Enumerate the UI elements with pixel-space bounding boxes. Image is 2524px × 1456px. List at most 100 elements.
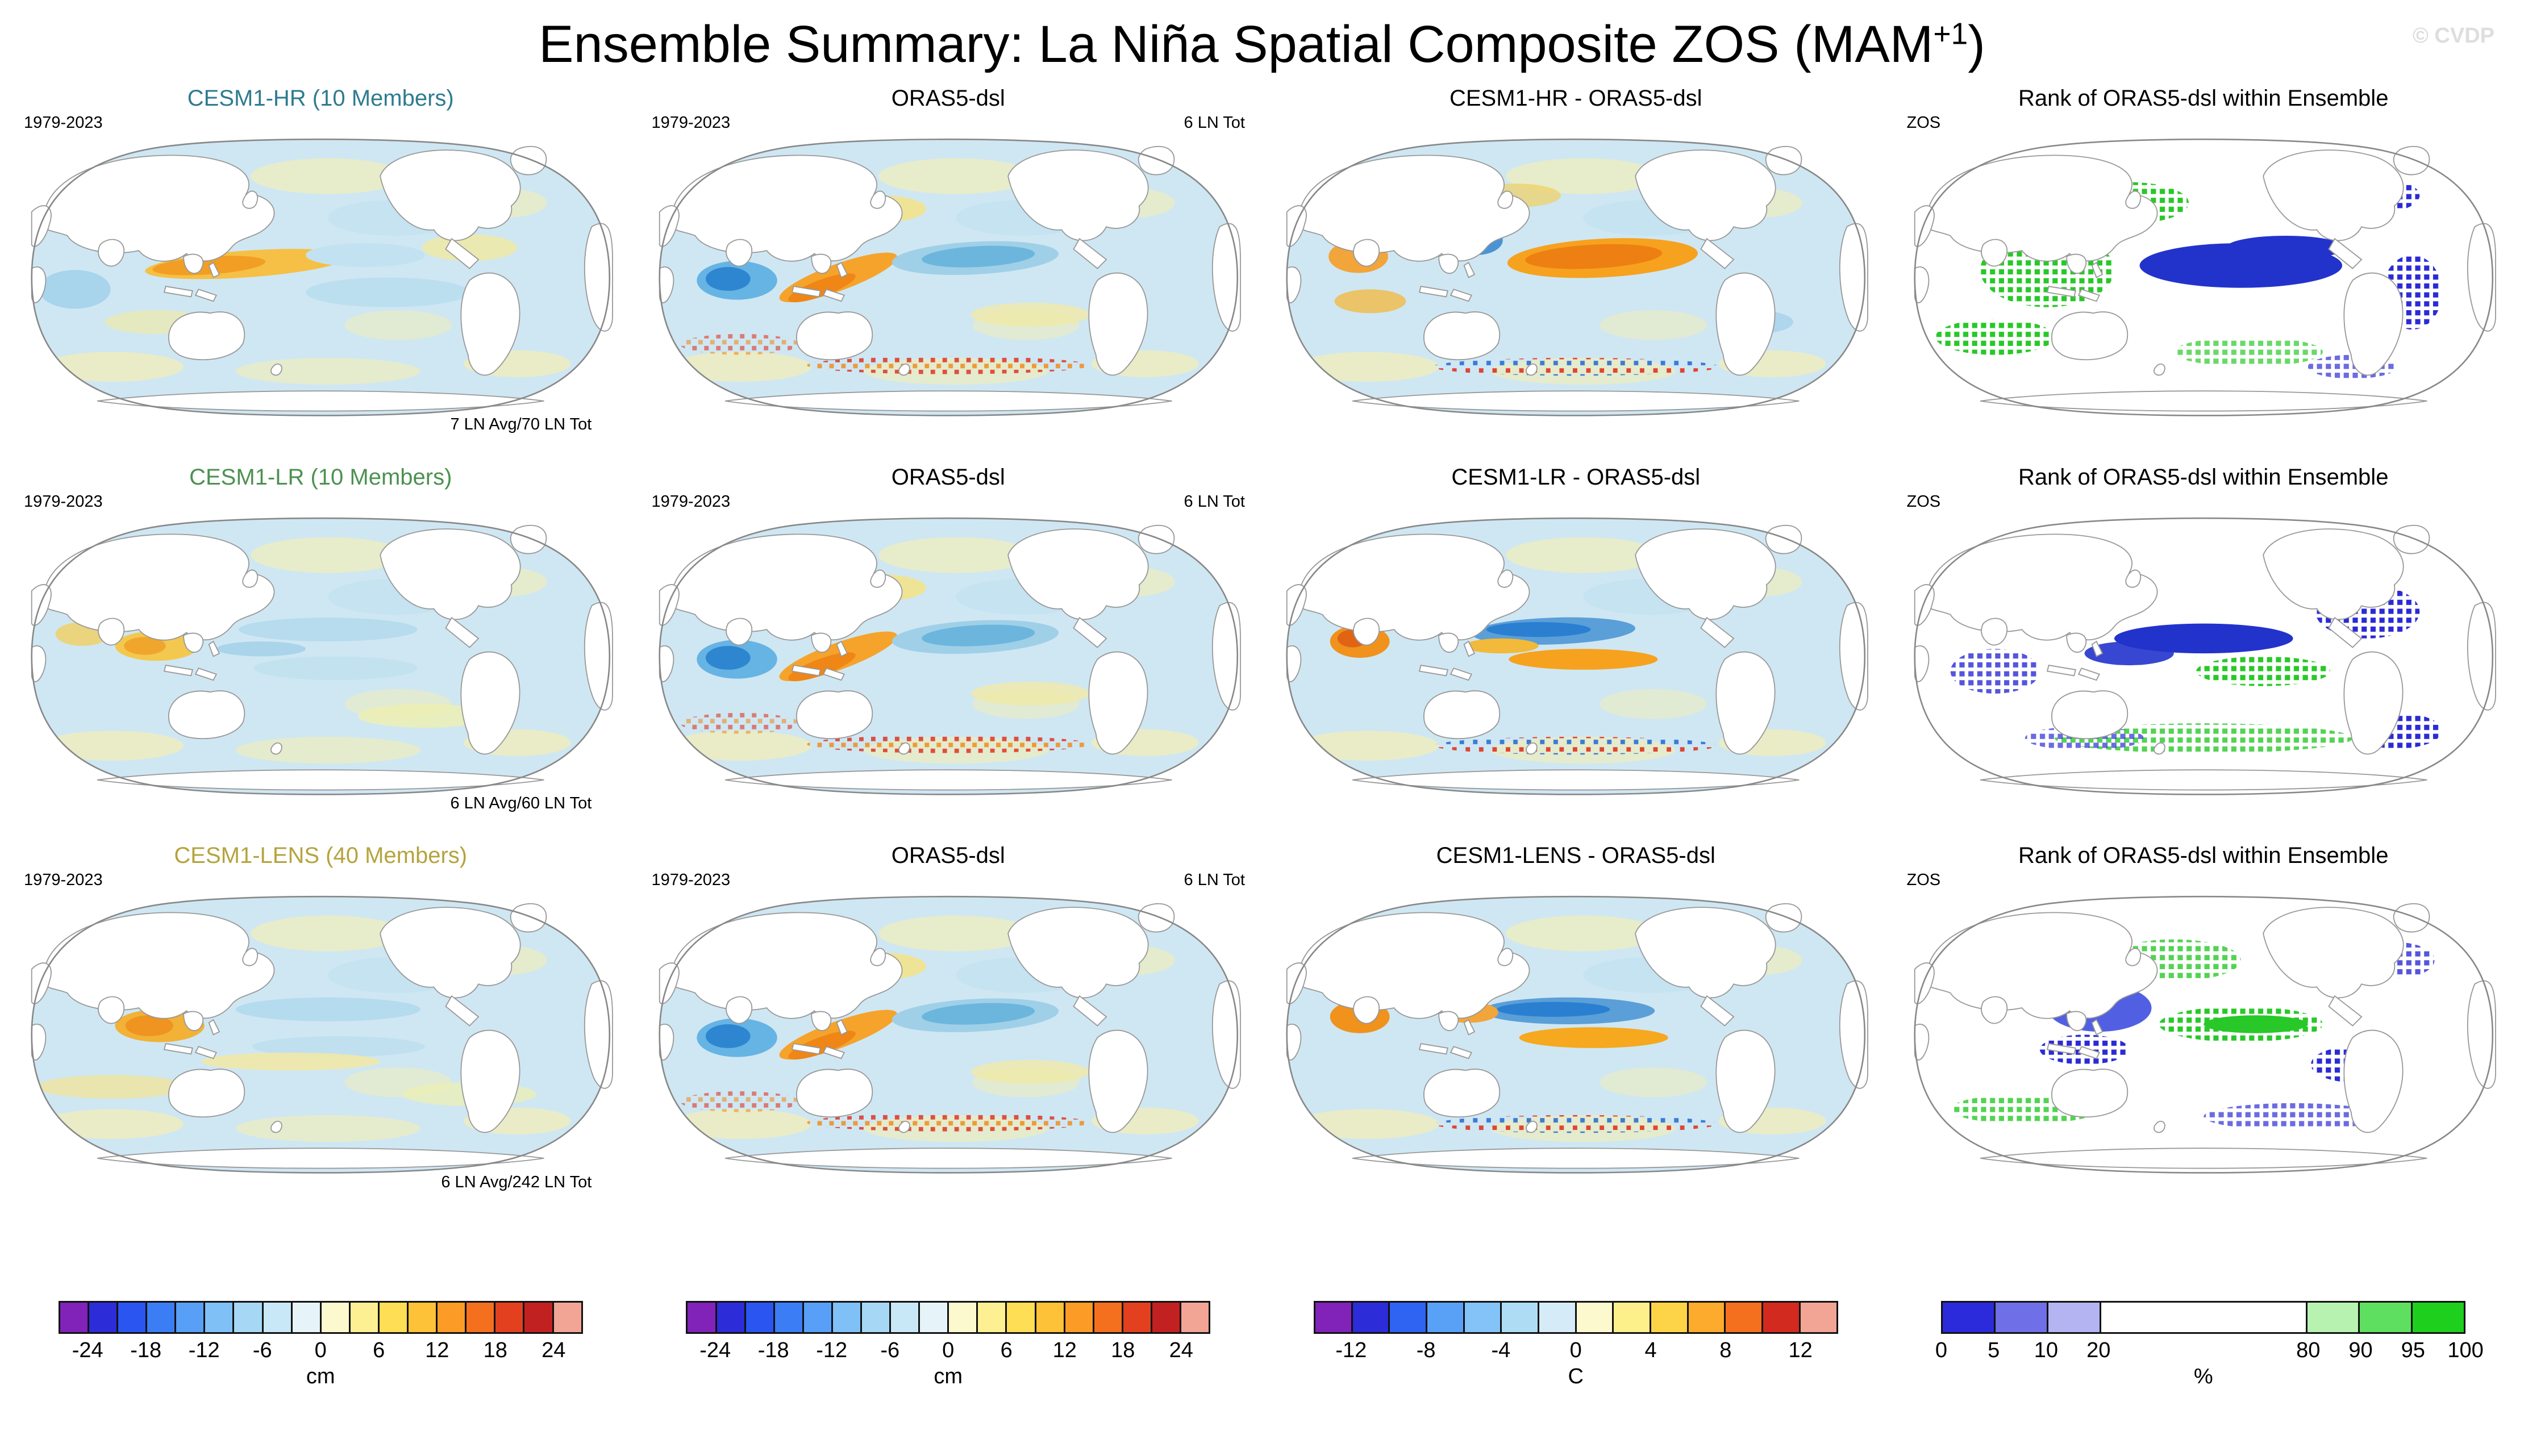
colorbar-segment xyxy=(1390,1303,1427,1333)
panel-title: CESM1-HR - ORAS5-dsl xyxy=(1449,86,1702,111)
colorbar-tick-label: 6 xyxy=(1000,1338,1013,1363)
colorbar-segment xyxy=(409,1303,438,1333)
colorbar-tick-label: 4 xyxy=(1644,1338,1657,1363)
map-wrap xyxy=(1278,871,1874,1199)
panel-oras5-row3: ORAS5-dsl 1979-2023 6 LN Tot xyxy=(651,840,1247,1199)
stats-label: 7 LN Avg/70 LN Tot xyxy=(450,415,592,434)
panel-title: CESM1-LR (10 Members) xyxy=(189,464,452,490)
colorbar-tick-label: -12 xyxy=(816,1338,848,1363)
colorbar-segment xyxy=(1007,1303,1036,1333)
colorbar-segment xyxy=(147,1303,177,1333)
colorbar-rank-percent: 0 5 10 20 80 90 95 100 % xyxy=(1906,1301,2502,1389)
events-label: 6 LN Tot xyxy=(1184,492,1245,511)
colorbar-segment xyxy=(438,1303,467,1333)
anomaly-features xyxy=(55,617,492,728)
colorbar-segment xyxy=(1036,1303,1065,1333)
colorbar-segment xyxy=(688,1303,717,1333)
colorbar-tick-label: 12 xyxy=(1788,1338,1813,1363)
variable-label: ZOS xyxy=(1906,114,1941,132)
map-cesm1-hr-composite xyxy=(23,114,619,441)
panel-cesm1-lens-composite: CESM1-LENS (40 Members) 1979-2023 6 LN xyxy=(23,840,619,1199)
colorbar-segment xyxy=(2413,1303,2464,1333)
map-cesm1-hr-minus-oras5 xyxy=(1278,114,1874,441)
map-oras5-row2 xyxy=(651,493,1247,820)
figure-header: Ensemble Summary: La Niña Spatial Compos… xyxy=(0,0,2524,80)
variable-label: ZOS xyxy=(1906,871,1941,890)
colorbar-cm-obs: -24 -18 -12 -6 0 6 12 18 24 cm xyxy=(651,1301,1247,1389)
map-wrap: 1979-2023 6 LN Avg/242 LN Tot xyxy=(23,871,619,1199)
events-label: 6 LN Tot xyxy=(1184,114,1245,132)
panel-cesm1-lr-minus-oras5: CESM1-LR - ORAS5-dsl xyxy=(1278,462,1874,820)
colorbar-segment xyxy=(774,1303,804,1333)
map-rank-row1 xyxy=(1906,114,2502,441)
colorbar-segment xyxy=(1539,1303,1577,1333)
map-wrap: 1979-2023 6 LN Tot xyxy=(651,114,1247,441)
panel-title: Rank of ORAS5-dsl within Ensemble xyxy=(2018,86,2389,111)
panel-rank-row2: Rank of ORAS5-dsl within Ensemble ZOS xyxy=(1906,462,2502,820)
panel-rank-row3: Rank of ORAS5-dsl within Ensemble ZOS xyxy=(1906,840,2502,1199)
colorbar-segment xyxy=(60,1303,89,1333)
period-label: 1979-2023 xyxy=(24,492,103,511)
map-wrap: 1979-2023 6 LN Avg/60 LN Tot xyxy=(23,493,619,820)
colorbar-tick-label: 95 xyxy=(2401,1338,2425,1363)
colorbar-ticks: -12 -8 -4 0 4 8 12 xyxy=(1314,1337,1838,1363)
panel-title: CESM1-HR (10 Members) xyxy=(187,86,454,111)
colorbar-segment xyxy=(1726,1303,1764,1333)
colorbar-segment xyxy=(263,1303,293,1333)
colorbar-segment xyxy=(350,1303,380,1333)
period-label: 1979-2023 xyxy=(651,114,731,132)
panel-title: ORAS5-dsl xyxy=(891,86,1005,111)
colorbar-tick-label: -4 xyxy=(1491,1338,1511,1363)
period-label: 1979-2023 xyxy=(651,492,731,511)
cvdp-watermark: © CVDP xyxy=(2412,24,2494,48)
colorbar-segment xyxy=(495,1303,525,1333)
colorbar-segment xyxy=(1352,1303,1390,1333)
colorbar-tick-label: 24 xyxy=(1169,1338,1193,1363)
colorbar-segment xyxy=(234,1303,264,1333)
colorbar-segment xyxy=(1315,1303,1353,1333)
map-cesm1-lr-minus-oras5 xyxy=(1278,493,1874,820)
colorbar-tick-label: -24 xyxy=(699,1338,731,1363)
colorbar-segment xyxy=(1800,1303,1836,1333)
colorbar-segment xyxy=(1427,1303,1465,1333)
colorbar-segment xyxy=(2048,1303,2102,1333)
variable-label: ZOS xyxy=(1906,492,1941,511)
page-title: Ensemble Summary: La Niña Spatial Compos… xyxy=(539,15,1985,73)
colorbar-segment xyxy=(891,1303,921,1333)
colorbar-segment xyxy=(1464,1303,1502,1333)
panel-rank-row1: Rank of ORAS5-dsl within Ensemble ZOS xyxy=(1906,83,2502,441)
colorbar-gradient xyxy=(1313,1301,1838,1334)
colorbar-tick-label: 5 xyxy=(1988,1338,2000,1363)
colorbar-segment xyxy=(1065,1303,1094,1333)
colorbar-segment xyxy=(524,1303,554,1333)
map-cesm1-lens-minus-oras5 xyxy=(1278,871,1874,1199)
colorbar-row: -24 -18 -12 -6 0 6 12 18 24 cm -24 -18 -12 -6 0 6 12 18… xyxy=(0,1301,2524,1389)
map-rank-row3 xyxy=(1906,871,2502,1199)
colorbar-tick-label: 80 xyxy=(2296,1338,2321,1363)
panel-title: ORAS5-dsl xyxy=(891,464,1005,490)
colorbar-segment xyxy=(717,1303,746,1333)
colorbar-segment xyxy=(1152,1303,1181,1333)
colorbar-segment xyxy=(1576,1303,1614,1333)
map-oras5-row1 xyxy=(651,114,1247,441)
panel-oras5-row1: ORAS5-dsl 1979-2023 6 LN Tot xyxy=(651,83,1247,441)
colorbar-tick-label: 8 xyxy=(1719,1338,1732,1363)
colorbar-segment xyxy=(1651,1303,1689,1333)
colorbar-unit-label: C xyxy=(1568,1365,1584,1389)
colorbar-tick-label: -12 xyxy=(1335,1338,1367,1363)
colorbar-segment xyxy=(1614,1303,1652,1333)
colorbar-tick-label: 12 xyxy=(425,1338,449,1363)
colorbar-tick-label: 0 xyxy=(1569,1338,1582,1363)
colorbar-segment xyxy=(321,1303,351,1333)
colorbar-gradient xyxy=(58,1301,583,1334)
map-rank-row2 xyxy=(1906,493,2502,820)
colorbar-tick-label: 24 xyxy=(542,1338,566,1363)
map-wrap: 1979-2023 7 LN Avg/70 LN Tot xyxy=(23,114,619,441)
colorbar-segment xyxy=(1502,1303,1540,1333)
panel-oras5-row2: ORAS5-dsl 1979-2023 6 LN Tot xyxy=(651,462,1247,820)
colorbar-difference: -12 -8 -4 0 4 8 12 C xyxy=(1278,1301,1874,1389)
colorbar-gradient xyxy=(686,1301,1211,1334)
colorbar-tick-label: 90 xyxy=(2348,1338,2373,1363)
map-cesm1-lr-composite xyxy=(23,493,619,820)
map-wrap: ZOS xyxy=(1906,493,2502,820)
